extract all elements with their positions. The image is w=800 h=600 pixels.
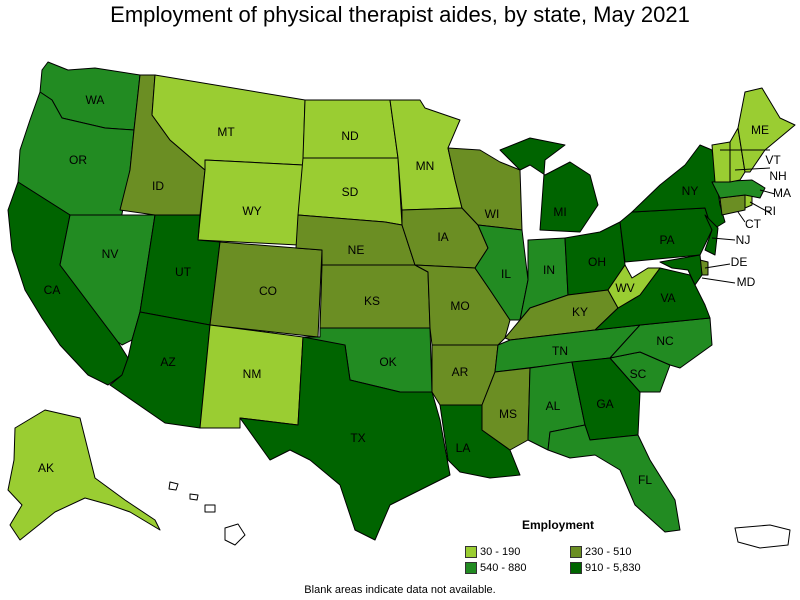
legend-swatch — [465, 546, 477, 558]
state-label-IA: IA — [437, 230, 448, 244]
state-label-IL: IL — [501, 267, 511, 281]
legend-swatch — [570, 562, 582, 574]
legend-swatch — [465, 562, 477, 574]
state-MD[interactable] — [659, 254, 703, 286]
state-VT[interactable] — [711, 141, 731, 183]
footnote: Blank areas indicate data not available. — [304, 584, 496, 596]
state-label-NM: NM — [243, 367, 262, 381]
state-label-MN: MN — [416, 159, 435, 173]
state-label-MA: MA — [773, 186, 791, 200]
state-label-SD: SD — [342, 185, 359, 199]
map-title: Employment of physical therapist aides, … — [110, 2, 690, 27]
state-label-ND: ND — [341, 129, 359, 143]
state-label-AR: AR — [452, 365, 469, 379]
state-WV[interactable] — [607, 264, 661, 309]
legend-item: 30 - 190 — [465, 546, 520, 558]
legend-item: 910 - 5,830 — [570, 562, 641, 574]
state-label-NJ: NJ — [736, 233, 751, 247]
state-label-AZ: AZ — [160, 355, 175, 369]
state-label-MS: MS — [499, 407, 517, 421]
state-label-KS: KS — [364, 294, 380, 308]
state-label-DE: DE — [731, 255, 748, 269]
state-label-VT: VT — [765, 153, 781, 167]
state-label-KY: KY — [572, 305, 588, 319]
legend-label: 910 - 5,830 — [585, 562, 641, 574]
state-label-UT: UT — [175, 265, 192, 279]
state-label-NH: NH — [769, 169, 786, 183]
legend-swatch — [570, 546, 582, 558]
legend-item: 540 - 880 — [465, 562, 526, 574]
legend-label: 230 - 510 — [585, 546, 632, 558]
state-label-MT: MT — [217, 125, 235, 139]
state-label-AL: AL — [546, 399, 561, 413]
state-ME[interactable] — [737, 87, 796, 173]
state-label-RI: RI — [764, 204, 776, 218]
state-NJ[interactable] — [704, 214, 719, 256]
state-AK[interactable] — [7, 409, 161, 541]
state-label-OR: OR — [69, 153, 87, 167]
state-NC[interactable] — [609, 317, 713, 369]
state-label-WV: WV — [615, 281, 634, 295]
state-label-MO: MO — [450, 299, 469, 313]
state-label-LA: LA — [456, 441, 471, 455]
territory-PR[interactable] — [734, 524, 791, 549]
state-label-OK: OK — [379, 355, 396, 369]
state-label-VA: VA — [660, 291, 675, 305]
state-label-OH: OH — [588, 255, 606, 269]
state-IL[interactable] — [474, 224, 529, 321]
state-label-TN: TN — [552, 344, 568, 358]
state-label-NY: NY — [682, 184, 699, 198]
state-label-CA: CA — [44, 283, 61, 297]
state-label-MD: MD — [737, 275, 756, 289]
legend-label: 30 - 190 — [480, 546, 521, 558]
leader-lines — [701, 149, 776, 284]
state-NH[interactable] — [729, 127, 746, 183]
legend-title: Employment — [522, 518, 595, 532]
state-label-WA: WA — [86, 93, 105, 107]
legend-label: 540 - 880 — [480, 562, 527, 574]
state-label-ID: ID — [152, 179, 164, 193]
state-label-CT: CT — [745, 217, 762, 231]
state-RI[interactable] — [744, 194, 753, 209]
state-MA[interactable] — [711, 179, 766, 199]
state-HI[interactable] — [168, 481, 246, 546]
state-label-FL: FL — [638, 473, 652, 487]
state-label-NC: NC — [656, 334, 674, 348]
state-MI[interactable] — [499, 137, 599, 233]
state-label-IN: IN — [543, 263, 555, 277]
state-label-SC: SC — [630, 367, 647, 381]
state-label-CO: CO — [259, 284, 277, 298]
state-label-AK: AK — [38, 461, 54, 475]
state-label-MI: MI — [553, 205, 566, 219]
state-label-NV: NV — [102, 247, 119, 261]
state-label-GA: GA — [596, 397, 613, 411]
state-label-TX: TX — [350, 431, 365, 445]
state-label-NE: NE — [348, 243, 365, 257]
state-TX[interactable] — [239, 336, 451, 541]
state-label-WY: WY — [242, 204, 261, 218]
state-FL[interactable] — [547, 424, 681, 533]
state-label-PA: PA — [659, 233, 674, 247]
state-label-WI: WI — [485, 207, 500, 221]
state-label-ME: ME — [751, 123, 769, 137]
legend-item: 230 - 510 — [570, 546, 631, 558]
state-WY[interactable] — [197, 159, 304, 246]
